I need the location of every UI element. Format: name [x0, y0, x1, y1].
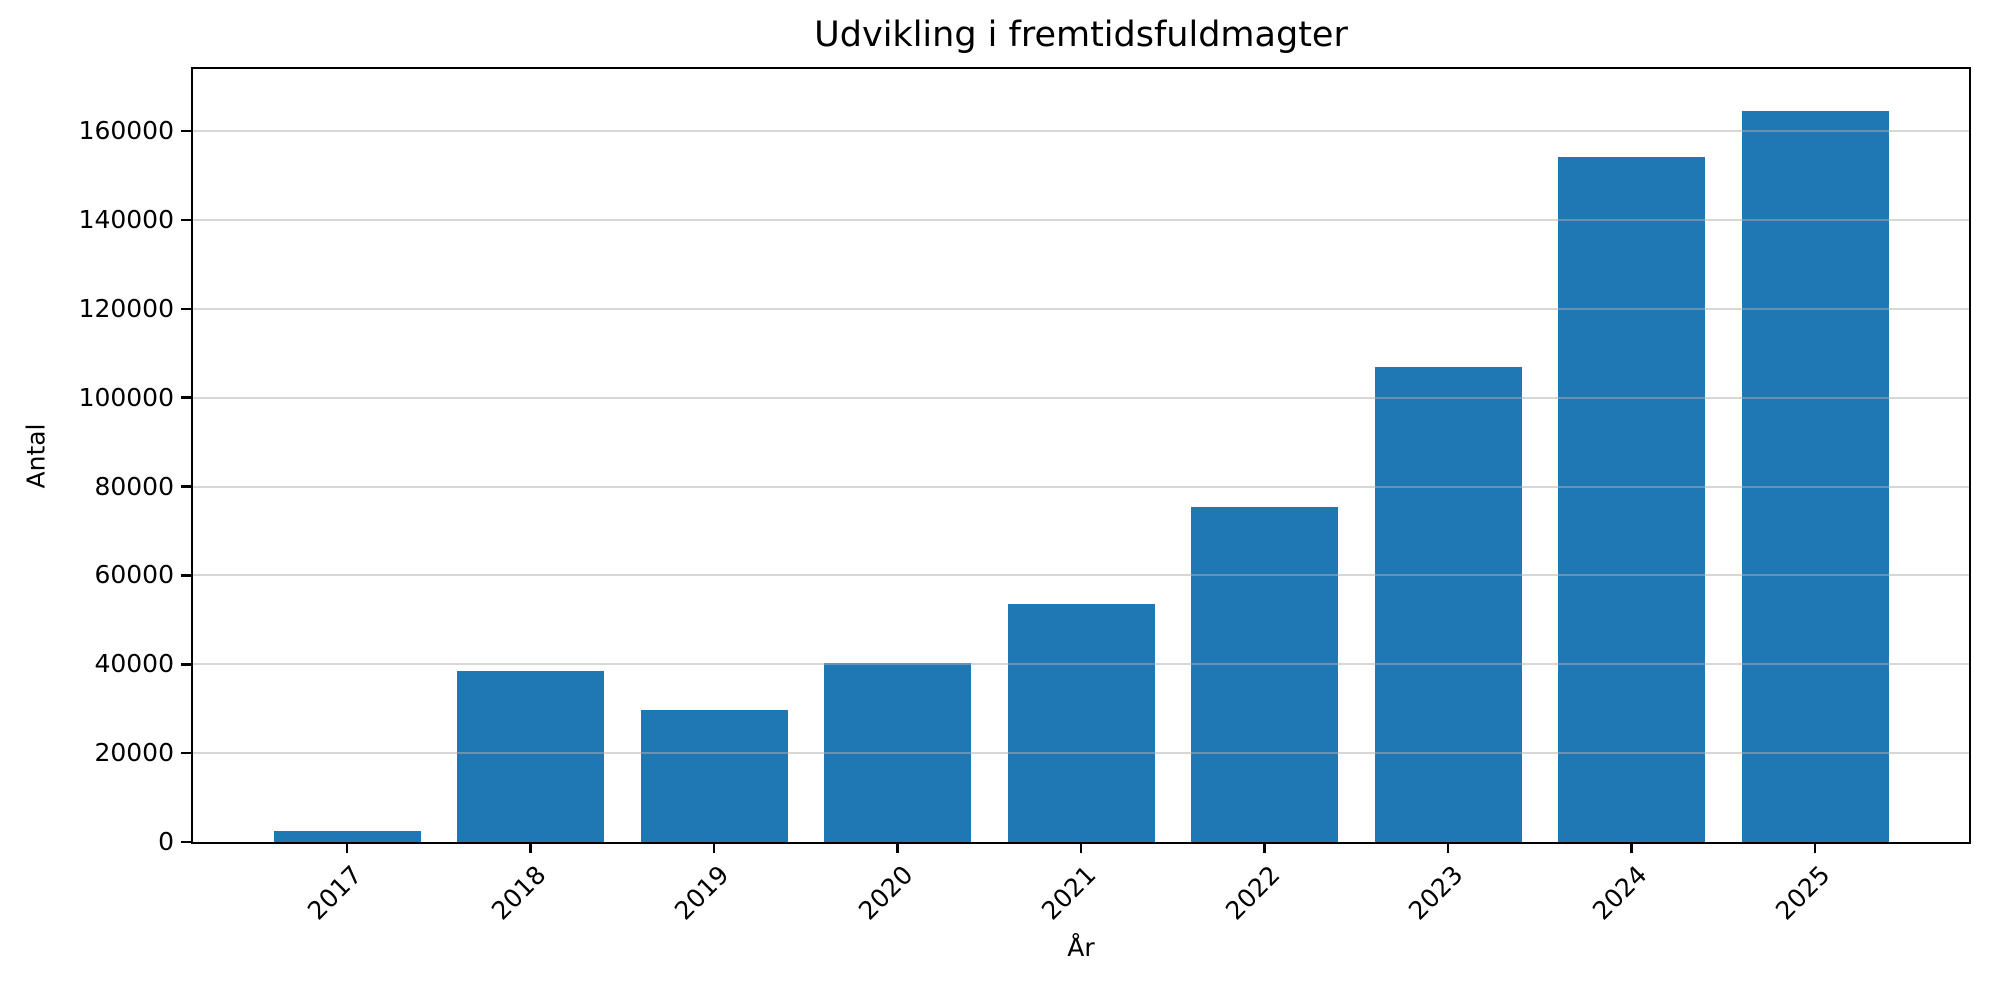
gridline-160000: [193, 130, 1969, 133]
plot-area: [193, 69, 1969, 842]
bar-2024: [1558, 157, 1705, 842]
bar-2019: [640, 709, 788, 842]
y-tick-label: 120000: [78, 293, 174, 323]
x-tick-mark: [345, 843, 349, 853]
y-tick-mark: [181, 663, 192, 666]
x-tick-label: 2017: [302, 860, 368, 926]
y-tick-label: 100000: [78, 382, 174, 412]
y-tick-label: 40000: [94, 649, 174, 679]
y-tick-mark: [181, 485, 192, 488]
y-tick-label: 80000: [94, 471, 174, 501]
x-tick-label: 2020: [852, 860, 919, 926]
y-tick-mark: [181, 840, 192, 844]
y-tick-label: 160000: [78, 116, 174, 146]
x-tick-mark: [1446, 843, 1450, 853]
y-tick-mark: [181, 129, 192, 133]
gridline-100000: [193, 396, 1969, 399]
x-axis-label: År: [1067, 933, 1095, 962]
bar-2023: [1374, 366, 1522, 842]
x-tick-label: 2019: [669, 860, 735, 926]
x-tick-mark: [896, 843, 899, 853]
x-tick-label: 2021: [1036, 860, 1102, 926]
y-tick-mark: [181, 751, 192, 755]
x-tick-mark: [712, 843, 716, 853]
x-tick-mark: [529, 843, 532, 853]
bar-2025: [1741, 111, 1889, 842]
y-tick-mark: [181, 396, 192, 399]
y-tick-mark: [181, 307, 192, 311]
x-tick-label: 2024: [1586, 860, 1653, 926]
x-tick-mark: [1079, 843, 1083, 853]
y-tick-label: 140000: [78, 205, 174, 235]
x-tick-mark: [1813, 843, 1817, 853]
x-tick-label: 2025: [1770, 860, 1836, 926]
y-tick-label: 60000: [94, 560, 174, 590]
gridline-40000: [193, 663, 1969, 666]
y-tick-label: 0: [158, 827, 174, 856]
gridline-20000: [193, 752, 1969, 755]
chart-title: Udvikling i fremtidsfuldmagter: [814, 15, 1348, 55]
gridline-120000: [193, 307, 1969, 310]
bar-2022: [1191, 506, 1338, 842]
x-tick-label: 2023: [1403, 860, 1469, 926]
x-tick-label: 2022: [1219, 860, 1286, 926]
gridline-60000: [193, 574, 1969, 577]
bar-2017: [273, 830, 421, 842]
y-tick-mark: [181, 574, 192, 577]
gridline-140000: [193, 219, 1969, 222]
y-tick-label: 20000: [94, 738, 174, 768]
gridline-80000: [193, 485, 1969, 488]
x-tick-mark: [1263, 843, 1266, 853]
bar-2018: [457, 670, 604, 842]
x-tick-label: 2018: [485, 860, 552, 926]
x-tick-mark: [1630, 843, 1633, 853]
bar-2021: [1007, 603, 1155, 842]
y-tick-mark: [181, 218, 192, 222]
